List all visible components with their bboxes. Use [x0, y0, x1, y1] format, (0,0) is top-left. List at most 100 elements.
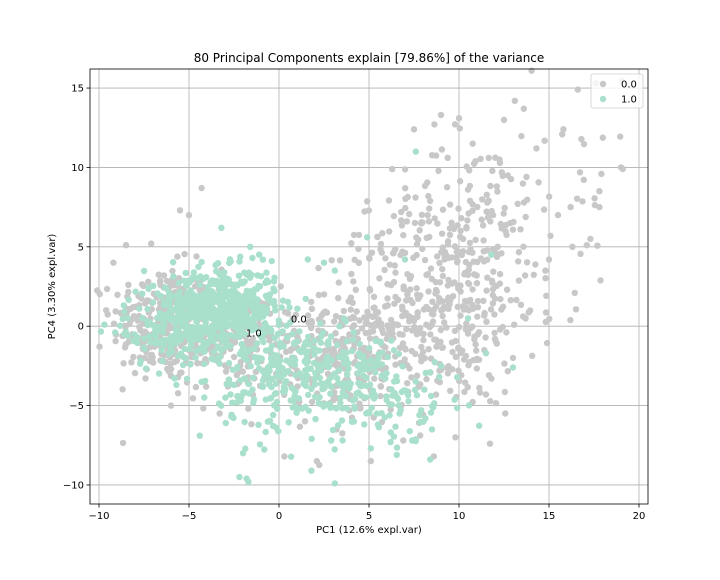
data-point — [491, 335, 499, 343]
data-point — [465, 362, 472, 369]
data-point — [227, 342, 234, 349]
data-point — [120, 302, 128, 309]
data-point — [276, 343, 284, 351]
data-point — [331, 446, 338, 453]
data-point — [482, 334, 489, 341]
data-point — [427, 331, 434, 338]
data-point — [230, 414, 237, 422]
data-point — [142, 375, 149, 382]
data-point — [454, 247, 461, 255]
data-point — [580, 176, 587, 183]
data-point — [197, 273, 204, 280]
data-point — [408, 374, 415, 381]
data-point — [524, 196, 531, 203]
data-point — [159, 329, 167, 336]
data-point — [404, 380, 411, 387]
data-point — [401, 256, 409, 263]
data-point — [428, 152, 436, 159]
data-point — [254, 272, 261, 279]
data-point — [167, 360, 174, 368]
data-point — [198, 258, 205, 266]
data-point — [254, 296, 261, 303]
data-point — [491, 311, 498, 318]
data-point — [340, 307, 347, 315]
data-point — [364, 308, 371, 315]
data-point — [303, 366, 311, 373]
data-point — [291, 340, 298, 348]
data-point — [256, 365, 263, 372]
data-point — [308, 298, 315, 306]
data-point — [201, 360, 208, 368]
data-point — [397, 217, 405, 224]
data-point — [209, 288, 216, 296]
data-point — [504, 368, 511, 375]
data-point — [178, 303, 185, 310]
data-point — [366, 254, 373, 261]
data-point — [437, 326, 444, 334]
data-point — [116, 322, 124, 329]
data-point — [507, 297, 514, 304]
data-point — [296, 328, 303, 335]
data-point — [617, 133, 624, 140]
data-point — [308, 319, 316, 327]
data-point — [319, 329, 327, 336]
data-point — [490, 268, 497, 275]
data-point — [412, 148, 419, 155]
data-point — [157, 312, 165, 319]
data-point — [496, 280, 504, 287]
data-point — [390, 378, 398, 385]
data-point — [131, 331, 138, 338]
data-point — [139, 290, 146, 297]
data-point — [180, 321, 188, 328]
data-point — [427, 392, 435, 400]
data-point — [187, 311, 195, 318]
data-point — [233, 371, 240, 379]
data-point — [299, 405, 306, 412]
data-point — [401, 356, 408, 363]
data-point — [502, 410, 509, 417]
data-point — [156, 279, 164, 286]
data-point — [426, 369, 434, 376]
data-point — [181, 296, 189, 303]
data-point — [229, 399, 236, 406]
data-point — [218, 224, 225, 231]
data-point — [386, 401, 393, 408]
data-point — [297, 348, 305, 356]
data-point — [559, 131, 566, 138]
data-point — [365, 207, 373, 214]
data-point — [265, 278, 272, 286]
data-point — [460, 356, 468, 363]
data-point — [421, 256, 429, 264]
data-point — [268, 394, 275, 402]
centroid-label: 0.0 — [291, 314, 307, 325]
data-point — [316, 374, 323, 381]
data-point — [339, 430, 346, 437]
data-point — [216, 345, 223, 352]
data-point — [496, 326, 504, 333]
data-point — [170, 273, 177, 280]
data-point — [345, 298, 352, 305]
data-point — [349, 397, 357, 404]
data-point — [507, 175, 515, 183]
data-point — [249, 374, 257, 381]
data-point — [388, 337, 395, 344]
data-point — [278, 304, 285, 311]
data-point — [235, 333, 242, 340]
data-point — [406, 365, 413, 372]
data-point — [302, 382, 310, 390]
data-point — [233, 399, 241, 406]
data-point — [187, 277, 194, 284]
data-point — [266, 417, 274, 425]
data-point — [456, 178, 464, 185]
data-point — [542, 275, 549, 282]
data-point — [356, 340, 363, 348]
data-point — [142, 365, 150, 372]
data-point — [176, 333, 183, 340]
data-point — [274, 352, 281, 359]
data-point — [417, 353, 425, 360]
data-point — [411, 323, 418, 331]
x-tick-label: 20 — [633, 511, 646, 522]
data-point — [146, 332, 153, 340]
data-point — [350, 329, 357, 336]
chart-title: 80 Principal Components explain [79.86%]… — [194, 51, 545, 65]
